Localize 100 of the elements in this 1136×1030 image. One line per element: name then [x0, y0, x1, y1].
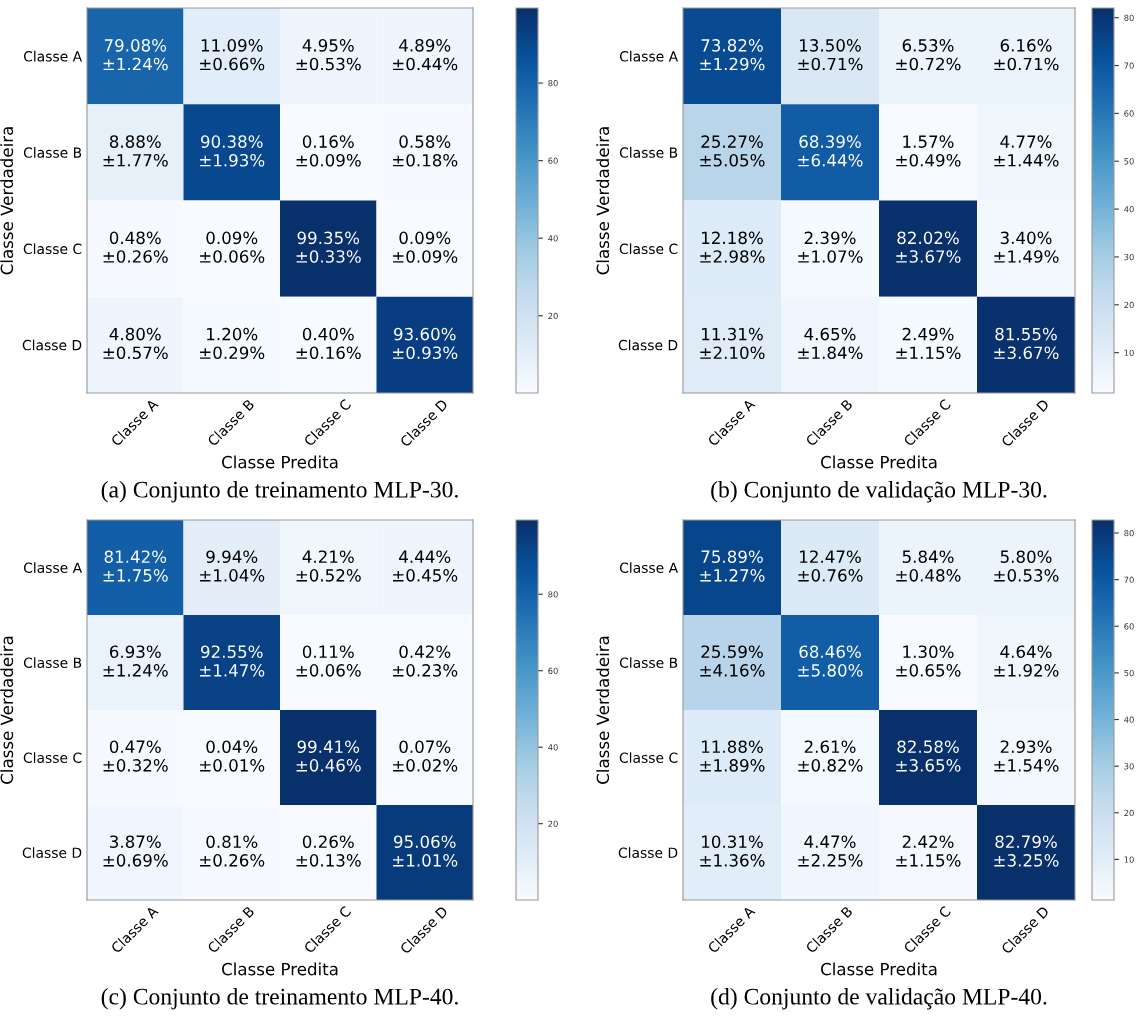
- text: (c) Conjunto de treinamento MLP-40.: [101, 988, 458, 1010]
- data-label: 6.93% ±1.24%: [103, 645, 168, 677]
- y-tick-label: Classe A: [619, 562, 679, 573]
- color-bar-label: 10: [1124, 856, 1134, 863]
- color-bar-label: 70: [1124, 576, 1134, 583]
- data-label: 2.49% ±1.15%: [896, 327, 961, 360]
- text: (d) Conjunto de validação MLP-40.: [711, 988, 1047, 1010]
- data-label: 10.31% ±1.36%: [700, 835, 765, 867]
- y-tick-label: Classe C: [619, 752, 678, 763]
- y-tick-label: Classe D: [618, 339, 678, 351]
- data-label: 68.39% ±6.44%: [798, 135, 863, 167]
- data-label: 0.26% ±0.13%: [296, 835, 361, 867]
- y-axis-title: Classe Verdadeira: [0, 636, 14, 784]
- data-label: 4.64% ±1.92%: [994, 645, 1059, 677]
- data-label: 4.80% ±0.57%: [103, 327, 168, 360]
- data-label: 11.09% ±0.66%: [200, 39, 265, 71]
- y-axis-title: Classe Verdadeira: [596, 636, 610, 784]
- color-bar-label: 80: [1124, 14, 1134, 21]
- data-label: 0.40% ±0.16%: [296, 327, 361, 360]
- y-tick-label: Classe B: [23, 657, 82, 668]
- data-label: 6.53% ±0.72%: [896, 39, 961, 71]
- data-label: 11.88% ±1.89%: [700, 740, 765, 772]
- data-label: 82.79% ±3.25%: [994, 835, 1059, 867]
- color-bar-label: 40: [1124, 206, 1134, 213]
- data-label: 4.65% ±1.84%: [798, 327, 863, 360]
- data-label: 82.02% ±3.67%: [896, 231, 961, 263]
- y-axis-title: Classe Verdadeira: [0, 127, 14, 275]
- y-tick-label: Classe D: [22, 339, 82, 351]
- data-label: 11.31% ±2.10%: [700, 327, 765, 360]
- data-label: 73.82% ±1.29%: [700, 39, 765, 71]
- data-label: 0.07% ±0.02%: [393, 740, 458, 772]
- data-label: 99.41% ±0.46%: [296, 740, 361, 772]
- data-label: 4.89% ±0.44%: [393, 39, 458, 71]
- y-tick-label: Classe D: [618, 847, 678, 858]
- data-label: 0.11% ±0.06%: [296, 645, 361, 677]
- text: (b) Conjunto de validação MLP-30.: [711, 481, 1047, 503]
- data-label: 68.46% ±5.80%: [798, 645, 863, 677]
- color-bar-label: 10: [1124, 349, 1134, 356]
- data-label: 4.77% ±1.44%: [994, 135, 1059, 167]
- data-label: 79.08% ±1.24%: [103, 39, 168, 71]
- y-tick-label: Classe A: [619, 50, 679, 62]
- data-label: 2.42% ±1.15%: [896, 835, 961, 867]
- data-label: 82.58% ±3.65%: [896, 740, 961, 772]
- x-axis-title: Classe Predita: [821, 455, 937, 469]
- data-label: 99.35% ±0.33%: [296, 231, 361, 263]
- data-label: 4.21% ±0.52%: [296, 550, 361, 582]
- data-label: 12.18% ±2.98%: [700, 231, 765, 263]
- data-label: 3.87% ±0.69%: [103, 835, 168, 867]
- data-label: 1.30% ±0.65%: [896, 645, 961, 677]
- color-bar-label: 60: [548, 157, 558, 164]
- data-label: 1.57% ±0.49%: [896, 135, 961, 167]
- color-bar-label: 40: [548, 744, 558, 751]
- y-tick-label: Classe D: [22, 847, 82, 858]
- data-label: 5.84% ±0.48%: [896, 550, 961, 582]
- x-axis-title: Classe Predita: [222, 962, 338, 976]
- data-label: 0.09% ±0.06%: [200, 231, 265, 263]
- y-tick-label: Classe C: [619, 243, 678, 255]
- data-label: 5.80% ±0.53%: [994, 550, 1059, 582]
- data-label: 0.04% ±0.01%: [200, 740, 265, 772]
- y-tick-label: Classe C: [23, 243, 82, 255]
- color-bar-label: 30: [1124, 763, 1134, 770]
- y-tick-label: Classe C: [23, 752, 82, 763]
- data-label: 75.89% ±1.27%: [700, 550, 765, 582]
- color-bar-label: 80: [548, 591, 558, 598]
- data-label: 9.94% ±1.04%: [200, 550, 265, 582]
- data-label: 2.93% ±1.54%: [994, 740, 1059, 772]
- y-tick-label: Classe B: [619, 147, 678, 158]
- color-bar-label: 50: [1124, 158, 1134, 165]
- color-bar-label: 20: [1124, 809, 1134, 817]
- data-label: 0.81% ±0.26%: [200, 835, 265, 867]
- data-label: 2.61% ±0.82%: [798, 740, 863, 772]
- color-bar-label: 60: [548, 667, 558, 674]
- y-tick-label: Classe A: [23, 562, 83, 573]
- data-label: 95.06% ±1.01%: [393, 835, 458, 867]
- data-label: 0.58% ±0.18%: [393, 135, 458, 167]
- color-bar-label: 40: [548, 235, 558, 242]
- color-bar-label: 20: [548, 820, 558, 827]
- x-axis-title: Classe Predita: [222, 455, 338, 469]
- data-label: 81.55% ±3.67%: [994, 327, 1059, 360]
- data-label: 4.47% ±2.25%: [798, 835, 863, 867]
- color-bar-label: 70: [1124, 62, 1134, 69]
- data-label: 0.47% ±0.32%: [103, 740, 168, 772]
- data-label: 25.27% ±5.05%: [700, 135, 765, 167]
- data-label: 2.39% ±1.07%: [798, 231, 863, 263]
- data-label: 81.42% ±1.75%: [103, 550, 168, 582]
- data-label: 4.44% ±0.45%: [393, 550, 458, 582]
- data-label: 93.60% ±0.93%: [393, 327, 458, 360]
- data-label: 1.20% ±0.29%: [200, 327, 265, 360]
- text: (a) Conjunto de treinamento MLP-30.: [101, 481, 458, 503]
- y-tick-label: Classe B: [619, 657, 678, 668]
- y-tick-label: Classe A: [23, 50, 83, 62]
- data-label: 25.59% ±4.16%: [700, 645, 765, 677]
- color-bar-label: 40: [1124, 716, 1134, 723]
- data-label: 0.48% ±0.26%: [103, 231, 168, 263]
- color-bar-label: 50: [1124, 669, 1134, 677]
- color-bar-label: 80: [548, 80, 558, 87]
- y-axis-title: Classe Verdadeira: [596, 127, 610, 275]
- data-label: 0.09% ±0.09%: [393, 231, 458, 263]
- data-label: 92.55% ±1.47%: [200, 645, 265, 677]
- color-bar-label: 30: [1124, 253, 1134, 261]
